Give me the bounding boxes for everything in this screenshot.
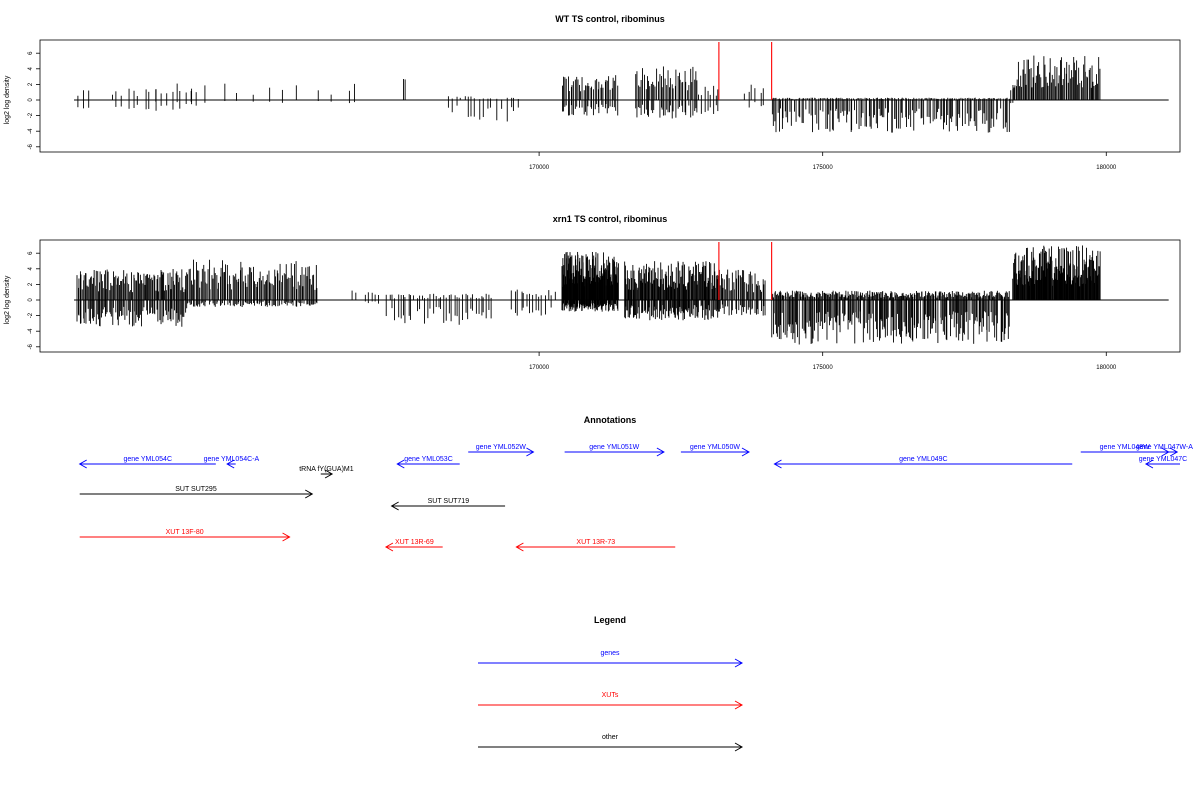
y-tick-label: 2 xyxy=(28,282,34,286)
plot-frame xyxy=(39,39,1181,153)
y-tick-label: 4 xyxy=(28,266,34,270)
feature-gene: gene YML052W xyxy=(468,444,535,457)
arrow-head xyxy=(324,469,334,479)
legend-title: Legend xyxy=(594,615,626,625)
chart-title-wt: WT TS control, ribominus xyxy=(555,14,665,24)
feature-label: gene YML053C xyxy=(404,456,453,463)
feature-gene: gene YML051W xyxy=(564,444,665,457)
y-tick-label: -4 xyxy=(28,328,34,334)
x-tick-label: 175000 xyxy=(813,365,834,371)
feature-label: tRNA fY(GUA)M1 xyxy=(299,466,354,473)
y-tick-label: -6 xyxy=(28,143,34,149)
arrow-head xyxy=(304,489,314,499)
feature-gene: gene YML054C xyxy=(78,456,216,469)
feature-label: XUT 13R-73 xyxy=(576,539,615,546)
feature-other: SUT SUT719 xyxy=(390,498,506,511)
feature-other: tRNA fY(GUA)M1 xyxy=(299,466,354,479)
feature-label: XUT 13F-80 xyxy=(166,529,204,536)
feature-gene: gene YML053C xyxy=(396,456,460,469)
y-tick-label: 0 xyxy=(28,298,34,302)
feature-xut: XUT 13R-69 xyxy=(384,539,443,552)
y-tick-label: 4 xyxy=(28,66,34,70)
feature-label: SUT SUT295 xyxy=(175,486,217,493)
arrow-head xyxy=(226,459,235,469)
feature-label: gene YML054C xyxy=(123,456,172,463)
legend: Legend genes XUTs other xyxy=(478,615,744,752)
feature-xut: XUT 13R-73 xyxy=(515,539,676,552)
arrow-head xyxy=(656,447,665,457)
feature-gene: gene YML047C xyxy=(1139,456,1188,469)
legend-entry-xut: XUTs xyxy=(478,692,744,710)
annotations-title: Annotations xyxy=(584,415,637,425)
arrow-head xyxy=(1169,447,1179,457)
feature-label: gene YML054C-A xyxy=(204,456,260,463)
y-tick-label: -2 xyxy=(28,112,34,118)
legend-label: XUTs xyxy=(602,692,619,699)
feature-label: SUT SUT719 xyxy=(428,498,470,505)
arrow-head xyxy=(282,532,291,542)
y-tick-label: 0 xyxy=(28,98,34,102)
panel-wt: WT TS control, ribominus log2 log densit… xyxy=(4,14,1181,171)
y-tick-label: -4 xyxy=(28,128,34,134)
legend-label: genes xyxy=(600,650,620,657)
feature-gene: gene YML054C-A xyxy=(204,456,260,469)
chart-title-xrn1: xrn1 TS control, ribominus xyxy=(553,214,668,224)
feature-label: gene YML050W xyxy=(690,444,740,451)
feature-gene: gene YML049C xyxy=(773,456,1073,469)
legend-entry-gene: genes xyxy=(478,650,744,668)
arrow-head xyxy=(741,447,750,457)
arrow-head xyxy=(773,459,782,469)
arrow-head xyxy=(734,658,744,668)
arrow-head xyxy=(78,459,87,469)
feature-label: gene YML047W-A xyxy=(1136,444,1193,451)
feature-gene: gene YML050W xyxy=(680,444,750,457)
arrow-head xyxy=(384,542,394,552)
feature-other: SUT SUT295 xyxy=(79,486,314,499)
y-tick-label: -2 xyxy=(28,312,34,318)
annotations-track: Annotations gene YML054C gene YML054C-A ge… xyxy=(78,415,1193,552)
x-tick-label: 180000 xyxy=(1096,165,1117,171)
panel-xrn1: xrn1 TS control, ribominus log2 log dens… xyxy=(4,214,1181,371)
feature-label: gene YML051W xyxy=(589,444,639,451)
feature-label: gene YML048W xyxy=(1100,444,1150,451)
y-tick-label: -6 xyxy=(28,343,34,349)
y-axis-label-wt: log2 log density xyxy=(4,75,11,124)
x-tick-label: 175000 xyxy=(813,165,834,171)
feature-label: gene YML049C xyxy=(899,456,948,463)
feature-label: XUT 13R-69 xyxy=(395,539,434,546)
feature-xut: XUT 13F-80 xyxy=(79,529,291,542)
y-tick-label: 2 xyxy=(28,82,34,86)
arrow-head xyxy=(734,742,744,752)
x-tick-label: 170000 xyxy=(529,365,550,371)
legend-label: other xyxy=(602,734,619,741)
x-tick-label: 180000 xyxy=(1096,365,1117,371)
x-tick-label: 170000 xyxy=(529,165,550,171)
feature-label: gene YML052W xyxy=(476,444,526,451)
feature-gene: gene YML047W-A xyxy=(1136,444,1193,457)
arrow-head xyxy=(515,542,524,552)
arrow-head xyxy=(734,700,744,710)
arrow-head xyxy=(396,459,405,469)
y-axis-label-xrn1: log2 log density xyxy=(4,275,11,324)
plot-frame xyxy=(39,239,1181,353)
arrow-head xyxy=(1144,459,1154,469)
feature-label: gene YML047C xyxy=(1139,456,1188,463)
arrow-head xyxy=(526,447,535,457)
arrow-head xyxy=(390,501,399,511)
legend-entry-other: other xyxy=(478,734,744,752)
y-tick-label: 6 xyxy=(28,51,34,55)
y-tick-label: 6 xyxy=(28,251,34,255)
